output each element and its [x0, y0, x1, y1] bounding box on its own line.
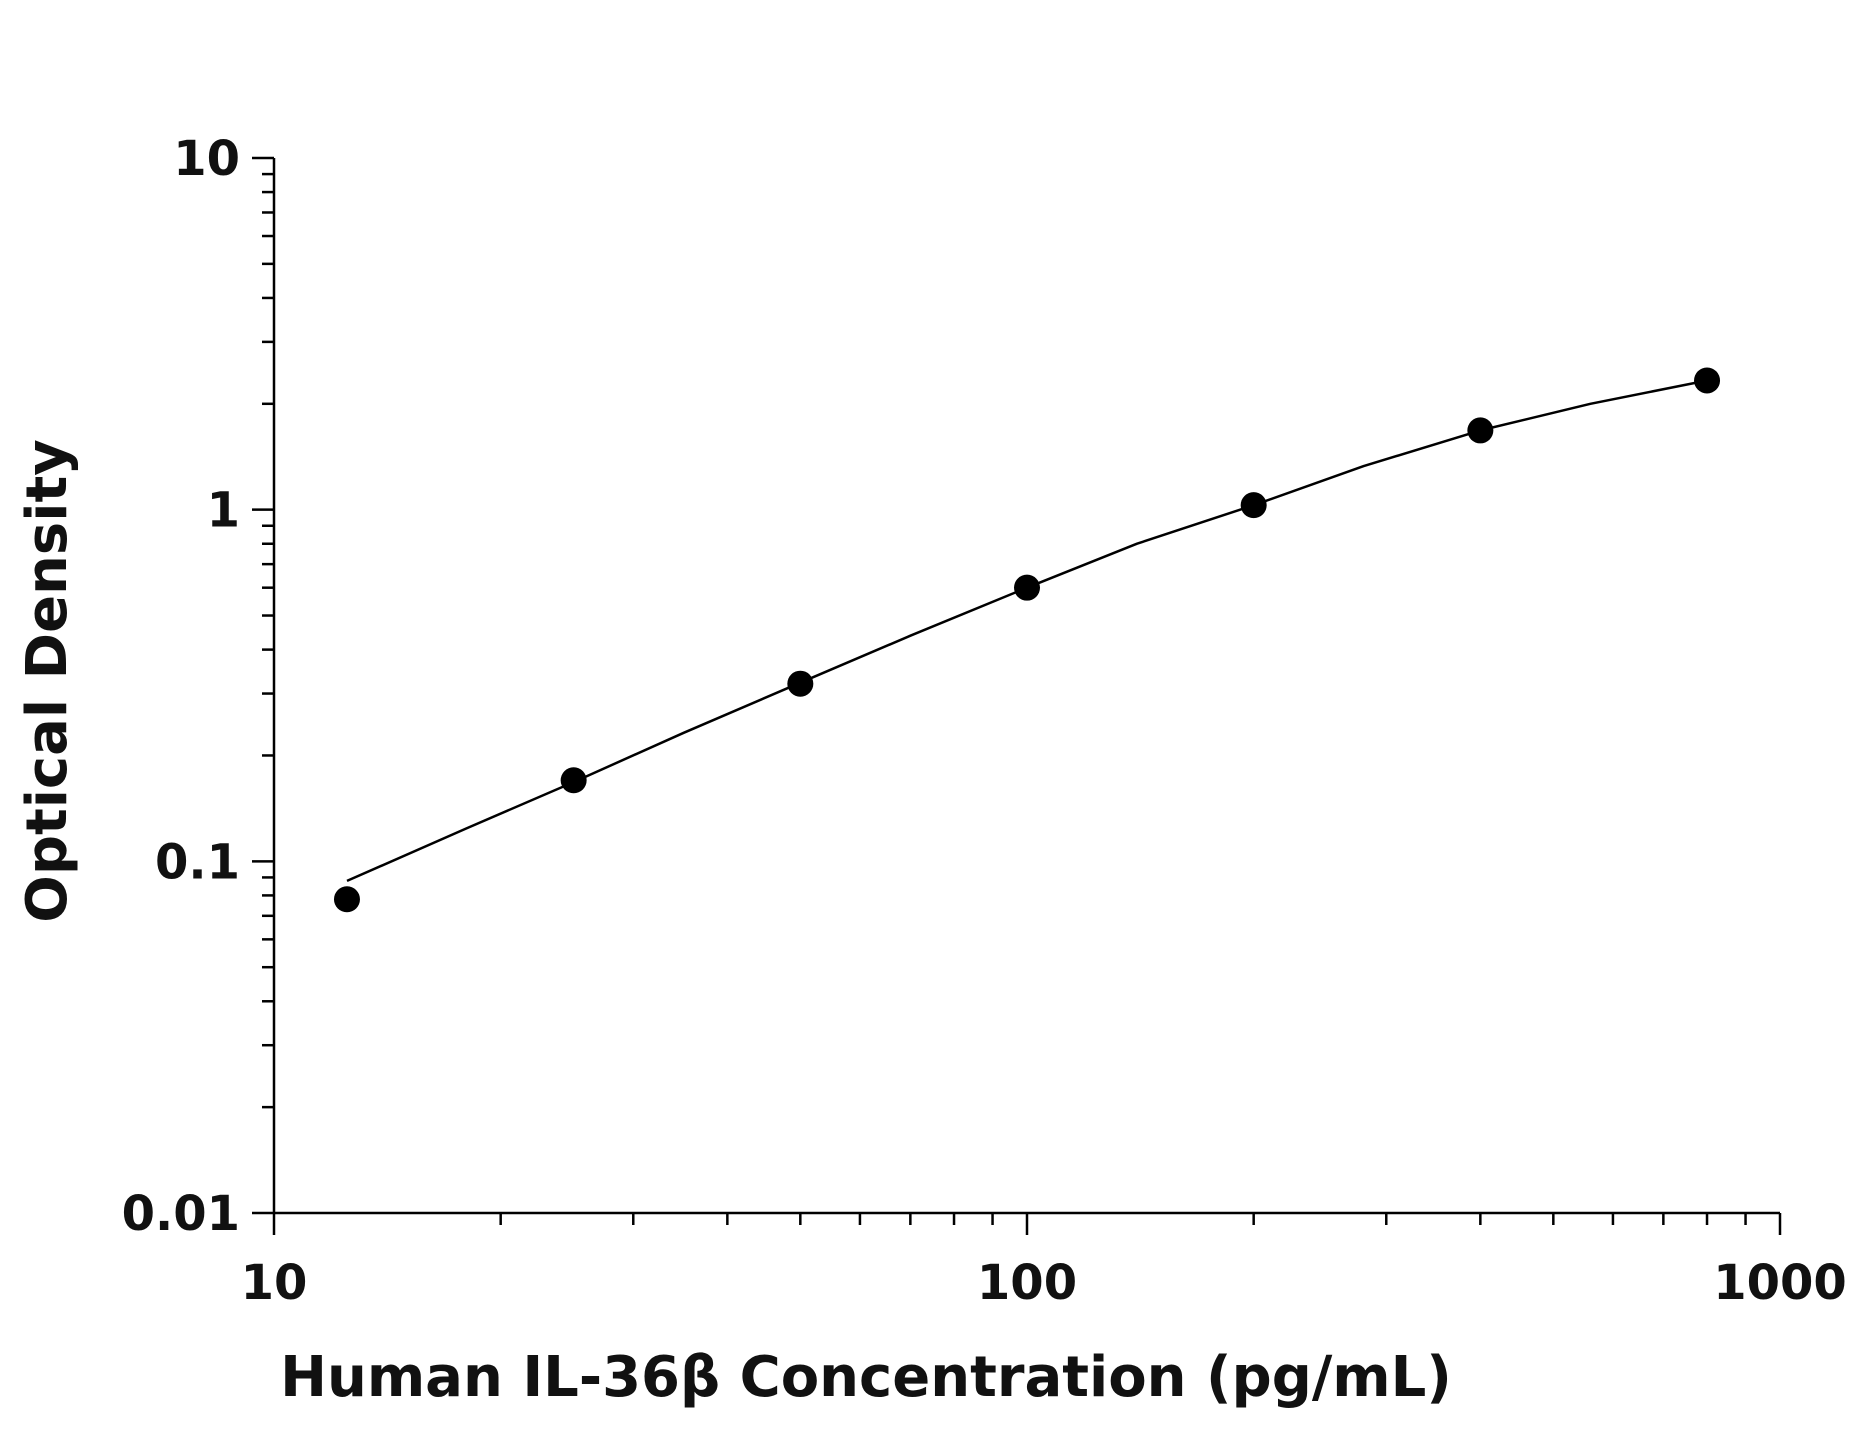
data-points-layer — [333, 367, 1721, 913]
y-tick-label: 0.1 — [155, 834, 240, 890]
y-axis-title: Optical Density — [15, 439, 80, 922]
x-axis-title: Human IL-36β Concentration (pg/mL) — [280, 1345, 1452, 1410]
data-point — [787, 670, 814, 697]
x-tick-label: 10 — [241, 1255, 308, 1311]
data-point — [560, 767, 587, 794]
fit-curve-layer — [346, 379, 1708, 883]
y-tick-label: 1 — [207, 483, 240, 539]
x-tick-label: 1000 — [1713, 1255, 1847, 1311]
data-point — [333, 886, 360, 913]
data-point — [1014, 574, 1040, 601]
data-point — [1467, 417, 1494, 444]
data-point — [1694, 367, 1721, 394]
labels-layer: 0.01 0.1 1 10 10 100 1000 — [122, 131, 1847, 1311]
y-tick-label: 10 — [173, 131, 240, 187]
fit-curve-line — [346, 379, 1708, 883]
data-point — [1240, 492, 1267, 519]
y-tick-label: 0.01 — [122, 1186, 240, 1242]
axes — [252, 156, 1782, 1235]
x-tick-label: 100 — [977, 1255, 1077, 1311]
